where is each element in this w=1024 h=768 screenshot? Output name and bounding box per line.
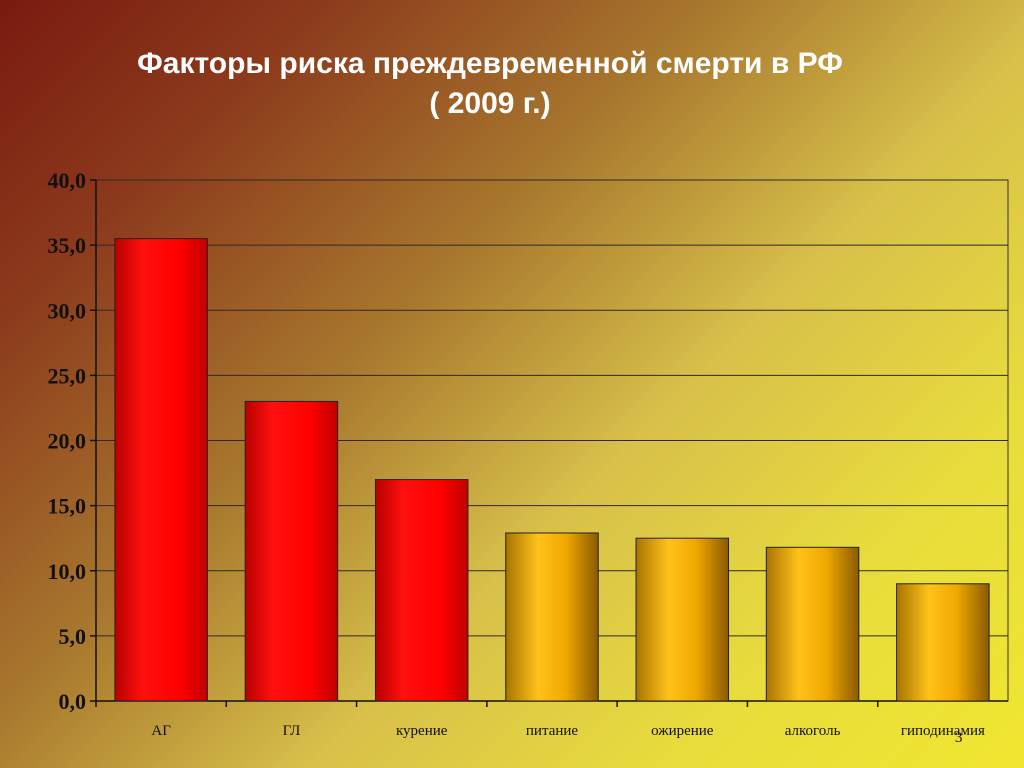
y-tick-label: 0,0 [59,689,87,714]
chart-title-line1: Факторы риска преждевременной смерти в Р… [137,47,843,80]
bar [374,479,469,702]
bar [114,238,208,702]
bar [635,537,730,702]
chart-title-line2: ( 2009 г.) [429,87,551,120]
y-tick-label: 25,0 [48,363,87,388]
x-tick-label: питание [526,723,579,739]
x-tick-label: курение [396,723,448,739]
bar [765,546,860,702]
y-tick-label: 10,0 [48,559,87,584]
chart-title: Факторы риска преждевременной смерти в Р… [60,44,920,124]
y-tick-label: 35,0 [48,233,87,258]
labels: 0,0 5,0 10,0 15,0 20,0 25,0 30,0 35,0 40,0 АГ ГЛ ку… [48,168,985,739]
y-tick-label: 5,0 [59,624,87,649]
bar [505,532,599,702]
x-tick-label: гиподинамия [901,723,985,739]
x-tick-label: алкоголь [785,723,841,739]
page-number: 3 [955,730,963,746]
bar [244,400,339,702]
bars [114,238,990,702]
x-tick-label: ожирение [651,723,714,739]
x-tick-label: ГЛ [283,723,301,739]
bar [896,583,990,702]
y-tick-label: 30,0 [48,298,87,323]
y-tick-label: 15,0 [48,494,87,519]
x-tick-label: АГ [151,723,171,739]
y-tick-label: 40,0 [48,168,87,193]
y-tick-label: 20,0 [48,429,87,454]
